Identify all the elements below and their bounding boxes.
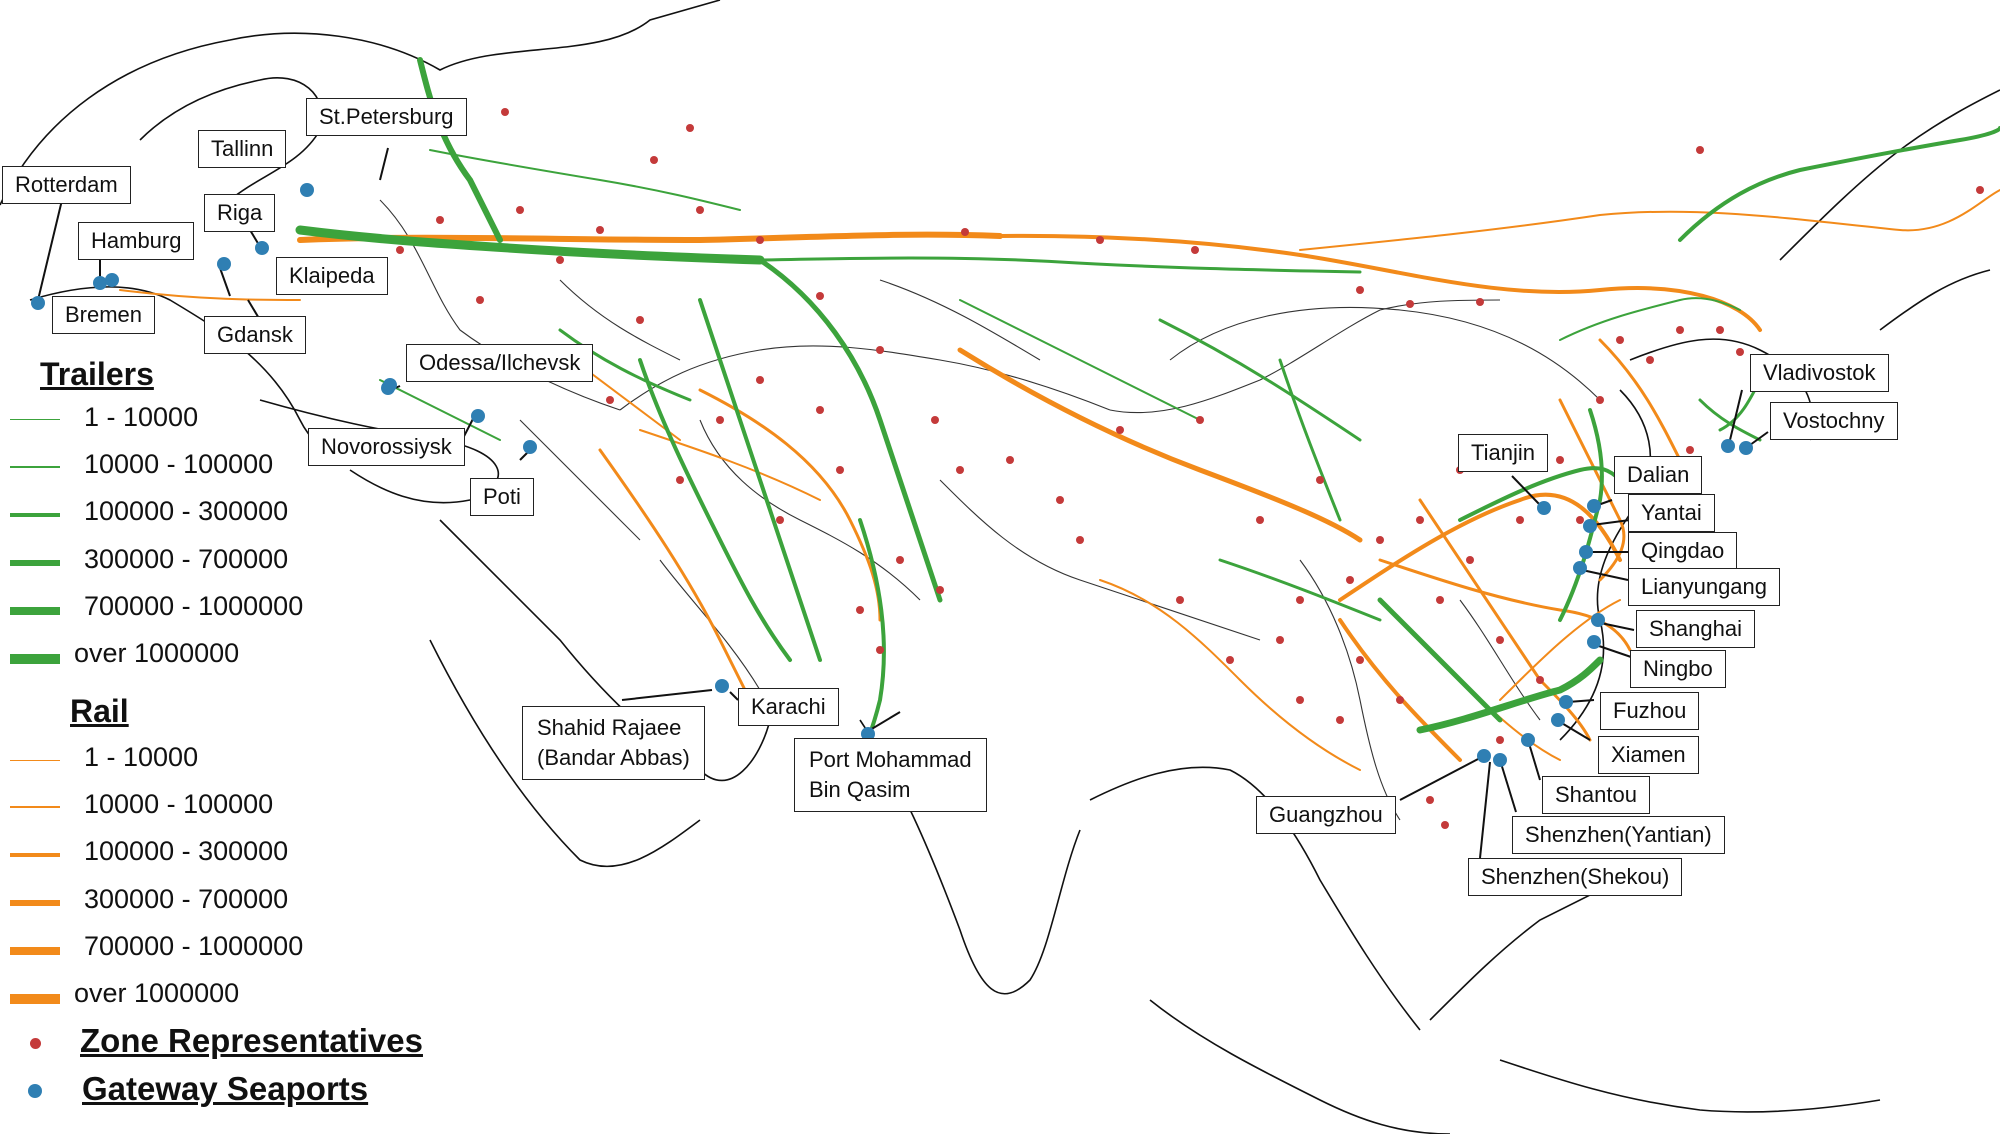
legend-rail-line-4 (10, 900, 60, 906)
port-label-gdansk: Gdansk (204, 316, 306, 354)
legend-trailer-line-3 (10, 513, 60, 517)
legend-trailer-line-2 (10, 466, 60, 468)
legend-rail-range-1: 1 - 10000 (84, 742, 199, 772)
port-label-shahid-rajaee: Shahid Rajaee (Bandar Abbas) (522, 706, 705, 780)
port-label-bremen: Bremen (52, 296, 156, 334)
port-label-hamburg: Hamburg (78, 222, 195, 260)
legend-zone-dot (30, 1038, 41, 1049)
port-label-klaipeda: Klaipeda (276, 257, 388, 295)
port-label-dalian: Dalian (1614, 456, 1703, 494)
trailer-links (295, 57, 2000, 772)
legend-trailer-range-4: 300000 - 700000 (84, 544, 289, 574)
port-label-shanghai: Shanghai (1636, 610, 1755, 648)
port-label-fuzhou: Fuzhou (1600, 692, 1700, 730)
port-label-guangzhou: Guangzhou (1256, 796, 1396, 834)
legend-zone-label: Zone Representatives (80, 1022, 423, 1059)
port-label-st-petersburg: St.Petersburg (306, 98, 467, 136)
country-borders (379, 199, 1601, 821)
legend-trailers-title: Trailers (40, 356, 154, 392)
port-label-port-qasim-line1: Port Mohammad (809, 747, 972, 772)
legend-seaport-label: Gateway Seaports (82, 1070, 369, 1107)
port-label-shahid-rajaee-line1: Shahid Rajaee (537, 715, 682, 740)
port-label-novorossiysk: Novorossiysk (308, 428, 465, 466)
port-label-port-qasim: Port Mohammad Bin Qasim (794, 738, 987, 812)
legend-trailer-line-5 (10, 607, 60, 615)
port-label-rotterdam: Rotterdam (2, 166, 131, 204)
port-label-riga: Riga (204, 194, 276, 232)
legend-trailer-range-3: 100000 - 300000 (84, 496, 289, 526)
port-label-ningbo: Ningbo (1630, 650, 1726, 688)
port-label-poti: Poti (470, 478, 534, 516)
port-label-shantou: Shantou (1542, 776, 1650, 814)
legend-rail-line-6 (10, 994, 60, 1004)
legend-trailer-range-2: 10000 - 100000 (84, 449, 274, 479)
port-label-vostochny: Vostochny (1770, 402, 1898, 440)
port-label-qingdao: Qingdao (1628, 532, 1738, 570)
legend-trailer-line-6 (10, 654, 60, 664)
port-label-karachi: Karachi (738, 688, 839, 726)
legend-seaport-dot (28, 1084, 42, 1098)
gateway-seaport-dots (31, 183, 1753, 767)
port-label-tianjin: Tianjin (1458, 434, 1548, 472)
port-label-vladivostok: Vladivostok (1750, 354, 1889, 392)
legend-rail-line-5 (10, 947, 60, 955)
port-label-yantai: Yantai (1628, 494, 1715, 532)
legend-rail-range-6: over 1000000 (74, 978, 240, 1008)
zone-representative-dots (396, 108, 1984, 829)
legend-rail-line-1 (10, 760, 60, 761)
port-label-xiamen: Xiamen (1598, 736, 1699, 774)
port-label-lianyungang: Lianyungang (1628, 568, 1781, 606)
legend-trailer-range-1: 1 - 10000 (84, 402, 199, 432)
legend-trailer-line-4 (10, 560, 60, 566)
legend-rail-line-3 (10, 853, 60, 857)
port-label-port-qasim-line2: Bin Qasim (809, 777, 911, 802)
legend-rail-range-4: 300000 - 700000 (84, 884, 289, 914)
legend-trailer-range-5: 700000 - 1000000 (84, 591, 304, 621)
legend-rail-line-2 (10, 806, 60, 808)
legend-trailer-range-6: over 1000000 (74, 638, 240, 668)
legend-rail-range-2: 10000 - 100000 (84, 789, 274, 819)
legend-rail-range-3: 100000 - 300000 (84, 836, 289, 866)
port-label-tallinn: Tallinn (198, 130, 287, 168)
port-label-shenzhen-yantian: Shenzhen(Yantian) (1512, 816, 1725, 854)
port-label-odessa: Odessa/Ilchevsk (406, 344, 594, 382)
legend-rail-range-5: 700000 - 1000000 (84, 931, 304, 961)
legend-rail-title: Rail (70, 693, 129, 729)
legend-trailer-line-1 (10, 419, 60, 420)
port-label-shenzhen-shekou: Shenzhen(Shekou) (1468, 858, 1683, 896)
port-label-shahid-rajaee-line2: (Bandar Abbas) (537, 745, 690, 770)
